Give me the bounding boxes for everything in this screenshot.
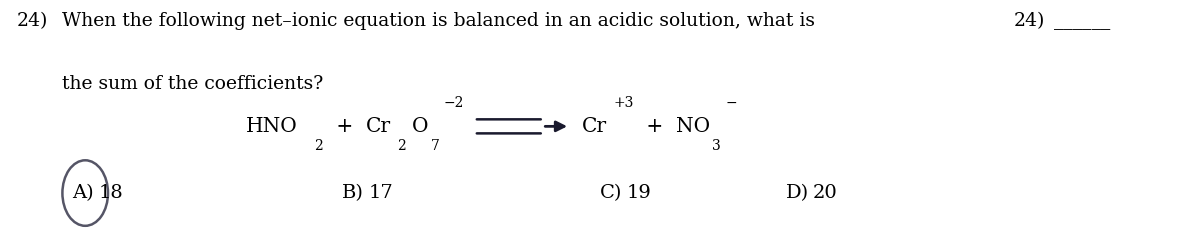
Text: Cr: Cr — [582, 117, 607, 136]
Text: +3: +3 — [613, 96, 634, 110]
Text: 19: 19 — [626, 184, 652, 202]
Text: the sum of the coefficients?: the sum of the coefficients? — [62, 75, 324, 93]
Text: 20: 20 — [812, 184, 838, 202]
Text: 24): 24) — [1014, 12, 1045, 30]
Text: NO: NO — [676, 117, 709, 136]
Text: C): C) — [600, 184, 623, 202]
Text: −: − — [726, 96, 738, 110]
Text: HNO: HNO — [246, 117, 298, 136]
Text: 3: 3 — [712, 139, 720, 153]
Text: B): B) — [342, 184, 364, 202]
Text: 18: 18 — [98, 184, 124, 202]
Text: 17: 17 — [368, 184, 394, 202]
Text: 2: 2 — [397, 139, 406, 153]
Text: +: + — [640, 117, 670, 136]
Text: O: O — [412, 117, 428, 136]
Text: −2: −2 — [444, 96, 464, 110]
Text: ______: ______ — [1054, 12, 1110, 30]
Text: +: + — [330, 117, 360, 136]
Text: A): A) — [72, 184, 94, 202]
Text: 7: 7 — [431, 139, 439, 153]
Text: 2: 2 — [314, 139, 323, 153]
Text: When the following net–ionic equation is balanced in an acidic solution, what is: When the following net–ionic equation is… — [62, 12, 816, 30]
Text: D): D) — [786, 184, 809, 202]
Text: Cr: Cr — [366, 117, 391, 136]
Text: 24): 24) — [17, 12, 48, 30]
